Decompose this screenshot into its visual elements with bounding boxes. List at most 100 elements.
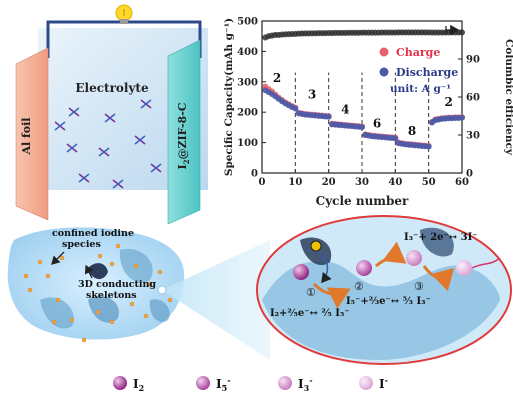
iodine-bead (109, 319, 115, 325)
cathode-label: I2@ZIF-8-C (176, 102, 191, 169)
species-i3-label: I3- (298, 375, 313, 393)
ion-icon (134, 135, 146, 145)
ion-icon (150, 163, 162, 173)
discharge-point (359, 124, 365, 131)
step2-arrow (375, 241, 407, 268)
species-i3-swatch (278, 376, 292, 390)
rate-performance-chart: 0 10 20 30 40 50 60 0 100 200 300 400 500 0 30 60 90 2… (223, 17, 513, 209)
discharge-point (392, 135, 399, 142)
cathode-electrode (167, 39, 201, 225)
legend-discharge-label: Discharge (396, 66, 458, 79)
x-tick-label: 10 (288, 177, 302, 188)
rate-labels: 2 3 4 6 8 2 (273, 71, 453, 138)
ion-icon (66, 143, 78, 153)
species-i2-label: I2 (133, 377, 144, 393)
y2-tick-label: 60 (466, 93, 480, 104)
iodine-bead (59, 255, 65, 261)
y2-tick-label: 30 (466, 131, 480, 142)
skeleton-label-line2: skeletons (86, 290, 137, 301)
light-bulb-icon (115, 4, 133, 24)
pore (88, 296, 119, 323)
rate-dividers (294, 72, 430, 173)
iodine-bead (37, 259, 43, 265)
ion-icon (98, 147, 110, 157)
legend-discharge-marker (379, 67, 389, 77)
x-tick-label: 0 (259, 177, 266, 188)
iodine-bead (45, 273, 51, 279)
i-minus-molecule (456, 260, 472, 276)
rate-label: 3 (308, 88, 316, 102)
y2-tick-label: 90 (466, 55, 480, 66)
iodine-bead (23, 273, 29, 279)
y-tick-label: 100 (237, 138, 258, 149)
reaction-eq2: I₅⁻+⅔e⁻↔ ⁵⁄₃ I₃⁻ (346, 296, 431, 307)
iodine-bead (133, 263, 139, 269)
species-legend: I2 I5- I3- I- (113, 375, 388, 393)
i2-molecule (293, 264, 309, 280)
electron-icon (310, 240, 322, 252)
ion-icon (68, 107, 80, 117)
step2-number: ② (354, 280, 364, 293)
y2-tick-label: 0 (466, 169, 473, 180)
species-i2-swatch (113, 376, 127, 390)
y2-axis-ticks: 0 30 60 90 (458, 55, 480, 180)
y-axis-title: Specific Capacity(mAh g⁻¹) (223, 18, 235, 176)
species-i3: I3- (278, 375, 313, 393)
y-tick-label: 500 (237, 17, 258, 28)
x-axis-title: Cycle number (316, 194, 409, 208)
x-tick-label: 60 (455, 177, 469, 188)
species-i-label: I- (379, 375, 388, 391)
confined-arrow-icon (51, 251, 65, 265)
iodine-bead (167, 297, 173, 303)
rate-label: 8 (408, 124, 416, 138)
confined-label-line2: species (62, 239, 101, 250)
iodine-bead (109, 261, 115, 267)
y2-axis-title: Columbic efficiency (503, 39, 513, 156)
iodine-bead (143, 313, 149, 319)
x-axis-ticks: 0 10 20 30 40 50 60 (259, 169, 469, 188)
ion-icon (140, 99, 152, 109)
skeleton-arrow-icon (84, 264, 94, 279)
skeleton-label-line1: 3D conducting (78, 279, 156, 290)
data-points (262, 29, 466, 150)
zoom-illustration: confined iodine species 3D conducting sk… (7, 215, 512, 365)
x-tick-label: 30 (355, 177, 369, 188)
species-i5: I5- (196, 375, 231, 393)
pore (149, 299, 170, 322)
legend-charge-marker (379, 47, 389, 57)
iodine-bead (97, 253, 103, 259)
ion-icon (78, 173, 90, 183)
reaction-eq3: I₃⁻+ 2e⁻↔ 3I⁻ (404, 232, 478, 243)
iodine-bead (55, 297, 61, 303)
rate-label: 2 (273, 71, 281, 85)
iodine-beads (23, 243, 173, 343)
species-i: I- (359, 375, 388, 391)
iodine-bead (157, 269, 163, 275)
iodine-bead (129, 301, 135, 307)
x-tick-label: 40 (388, 177, 402, 188)
step3-arrow (422, 265, 455, 292)
discharge-point (425, 143, 432, 150)
reaction-pore-dark (420, 227, 454, 257)
rate-label: 6 (373, 116, 381, 130)
species-i-swatch (359, 376, 373, 390)
confined-label-line1: confined iodine (52, 228, 134, 239)
discharge-point (325, 113, 332, 120)
species-i2: I2 (113, 376, 144, 393)
step1-arrow (312, 282, 351, 309)
ion-icon (54, 121, 66, 131)
al-foil-electrode (15, 47, 49, 221)
species-i5-swatch (196, 376, 210, 390)
y-axis-ticks: 0 100 200 300 400 500 (237, 17, 266, 180)
electrolyte-label: Electrolyte (75, 81, 149, 95)
reaction-eq1: I₂+²⁄₅e⁻↔ ²⁄₅ I₅⁻ (270, 308, 350, 319)
ion-icon (112, 179, 124, 189)
species-i5-label: I5- (216, 375, 231, 393)
al-foil-label: Al foil (20, 118, 33, 156)
zoom-cone (162, 240, 270, 360)
discharge-point (292, 105, 299, 112)
i5-molecule (356, 260, 372, 276)
x-tick-label: 20 (322, 177, 336, 188)
x-tick-label: 50 (422, 177, 436, 188)
